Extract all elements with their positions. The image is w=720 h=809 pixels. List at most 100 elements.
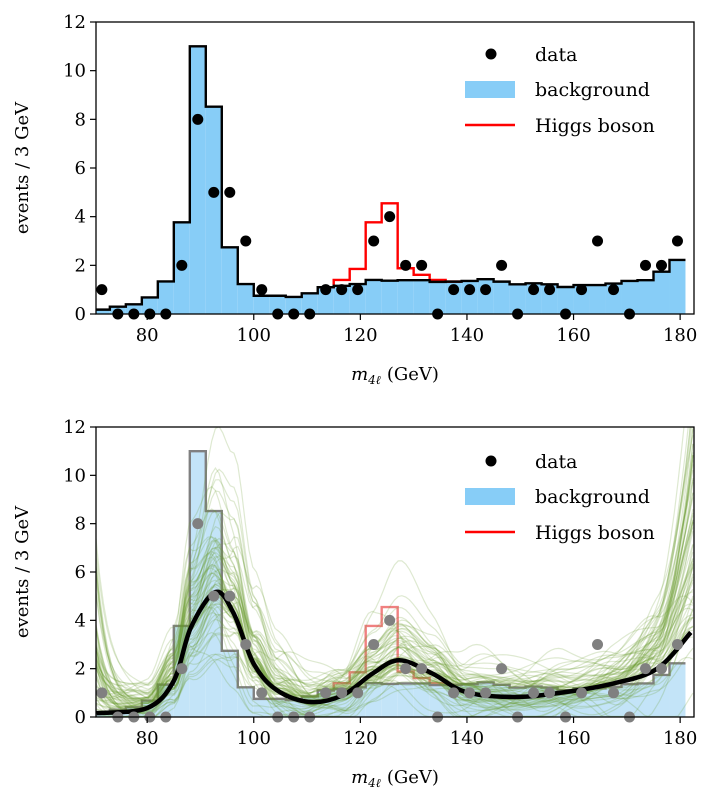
sample-curve: [96, 455, 694, 709]
background-bar: [653, 674, 670, 717]
x-label-subscript: 4ℓ: [367, 373, 381, 387]
data-point: [544, 687, 556, 699]
sample-curve: [96, 603, 694, 717]
background-bar: [429, 281, 446, 314]
y-tick-label: 6: [75, 158, 86, 179]
sample-curve: [96, 497, 694, 707]
data-point: [96, 687, 108, 699]
x-tick-label: 80: [136, 325, 159, 346]
sample-curve: [96, 564, 694, 717]
sample-curve: [96, 551, 694, 717]
y-tick-label: 0: [75, 707, 86, 728]
x-tick-label: 140: [450, 728, 484, 749]
background-bar: [557, 690, 574, 717]
data-point: [192, 518, 204, 530]
sample-curve: [96, 429, 694, 717]
background-bar: [269, 698, 286, 717]
data-point: [464, 284, 476, 296]
data-point: [224, 590, 236, 602]
background-bar: [589, 688, 606, 717]
data-point: [416, 663, 428, 675]
x-tick-label: 160: [556, 325, 590, 346]
legend: data background Higgs boson: [465, 451, 655, 544]
data-point: [528, 687, 540, 699]
x-tick-label: 180: [663, 325, 697, 346]
data-point: [576, 284, 588, 296]
background-bar: [253, 295, 270, 314]
sample-curve: [96, 538, 694, 707]
background-bar: [205, 106, 222, 314]
data-point: [320, 687, 332, 699]
plot-area: [96, 427, 694, 717]
background-bar: [669, 663, 686, 717]
sample-curve: [96, 427, 685, 708]
sample-curve: [96, 508, 694, 717]
y-tick-label: 2: [75, 659, 86, 680]
y-tick-label: 12: [63, 417, 86, 438]
background-bar: [637, 683, 654, 717]
y-axis-label: events / 3 GeV: [12, 505, 33, 638]
data-point: [208, 590, 220, 602]
y-tick-label: 10: [63, 465, 86, 486]
sample-curve: [96, 549, 694, 717]
data-point: [480, 284, 492, 296]
data-point: [544, 284, 556, 296]
data-point: [671, 639, 683, 650]
sample-curve: [96, 427, 693, 714]
data-point: [256, 687, 268, 699]
background-bar: [285, 296, 302, 314]
sample-curve: [96, 427, 691, 716]
data-point: [240, 639, 252, 650]
data-point: [224, 186, 236, 198]
background-bar: [205, 511, 222, 717]
background-bar: [493, 281, 510, 314]
x-label-symbol: m: [351, 364, 368, 385]
sample-curve: [96, 460, 694, 717]
higgs-step-line: [317, 202, 462, 289]
background-bar: [621, 684, 638, 717]
legend-background-label: background: [535, 79, 650, 101]
background-bar: [189, 46, 206, 314]
y-tick-label: 10: [63, 61, 86, 82]
background-bar: [365, 279, 382, 314]
background-bar: [157, 684, 174, 717]
legend-data-marker: [485, 455, 497, 467]
data-point: [336, 687, 348, 699]
data-point: [639, 663, 651, 675]
x-tick-label: 100: [237, 728, 271, 749]
x-tick-label: 140: [450, 325, 484, 346]
data-point: [464, 687, 476, 699]
data-point: [496, 663, 508, 675]
sample-curve: [96, 485, 694, 717]
y-tick-label: 6: [75, 562, 86, 583]
data-point: [608, 284, 620, 296]
data-point: [368, 639, 380, 650]
background-bar: [413, 280, 430, 314]
background-bar: [365, 683, 382, 717]
background-bar: [237, 687, 254, 717]
y-axis-label: events / 3 GeV: [12, 101, 33, 234]
x-label-subscript: 4ℓ: [367, 776, 381, 790]
background-bar: [381, 280, 398, 314]
data-point: [592, 235, 604, 247]
sample-curve: [96, 562, 694, 715]
background-bar: [301, 293, 318, 314]
background-bar: [429, 685, 446, 717]
legend-higgs-label: Higgs boson: [535, 522, 655, 544]
sample-curve: [96, 558, 694, 711]
background-outline: [96, 45, 686, 311]
data-point: [208, 186, 220, 198]
background-bar: [157, 281, 174, 314]
background-bar: [621, 280, 638, 314]
background-bar: [96, 309, 110, 314]
sample-curve: [96, 464, 694, 708]
background-bar: [381, 683, 398, 717]
background-bar: [141, 297, 158, 314]
data-point: [400, 259, 412, 271]
sample-curve: [96, 452, 694, 715]
background-bar: [637, 280, 654, 314]
legend-higgs-label: Higgs boson: [535, 115, 655, 137]
data-point: [400, 663, 412, 675]
x-tick-label: 180: [663, 728, 697, 749]
